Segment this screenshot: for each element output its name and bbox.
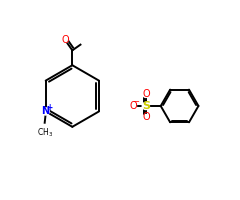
Text: O: O [142, 89, 150, 99]
Circle shape [129, 102, 137, 110]
Text: N: N [42, 106, 50, 116]
Circle shape [62, 37, 68, 43]
Circle shape [143, 91, 149, 97]
Circle shape [142, 102, 149, 110]
Circle shape [42, 108, 49, 115]
Text: +: + [47, 103, 53, 112]
Text: O: O [142, 112, 150, 122]
Text: O: O [61, 35, 69, 45]
Text: S: S [142, 101, 150, 111]
Text: CH$_3$: CH$_3$ [36, 126, 53, 139]
Text: O: O [129, 101, 137, 111]
Circle shape [143, 114, 149, 120]
Text: −: − [132, 97, 139, 106]
